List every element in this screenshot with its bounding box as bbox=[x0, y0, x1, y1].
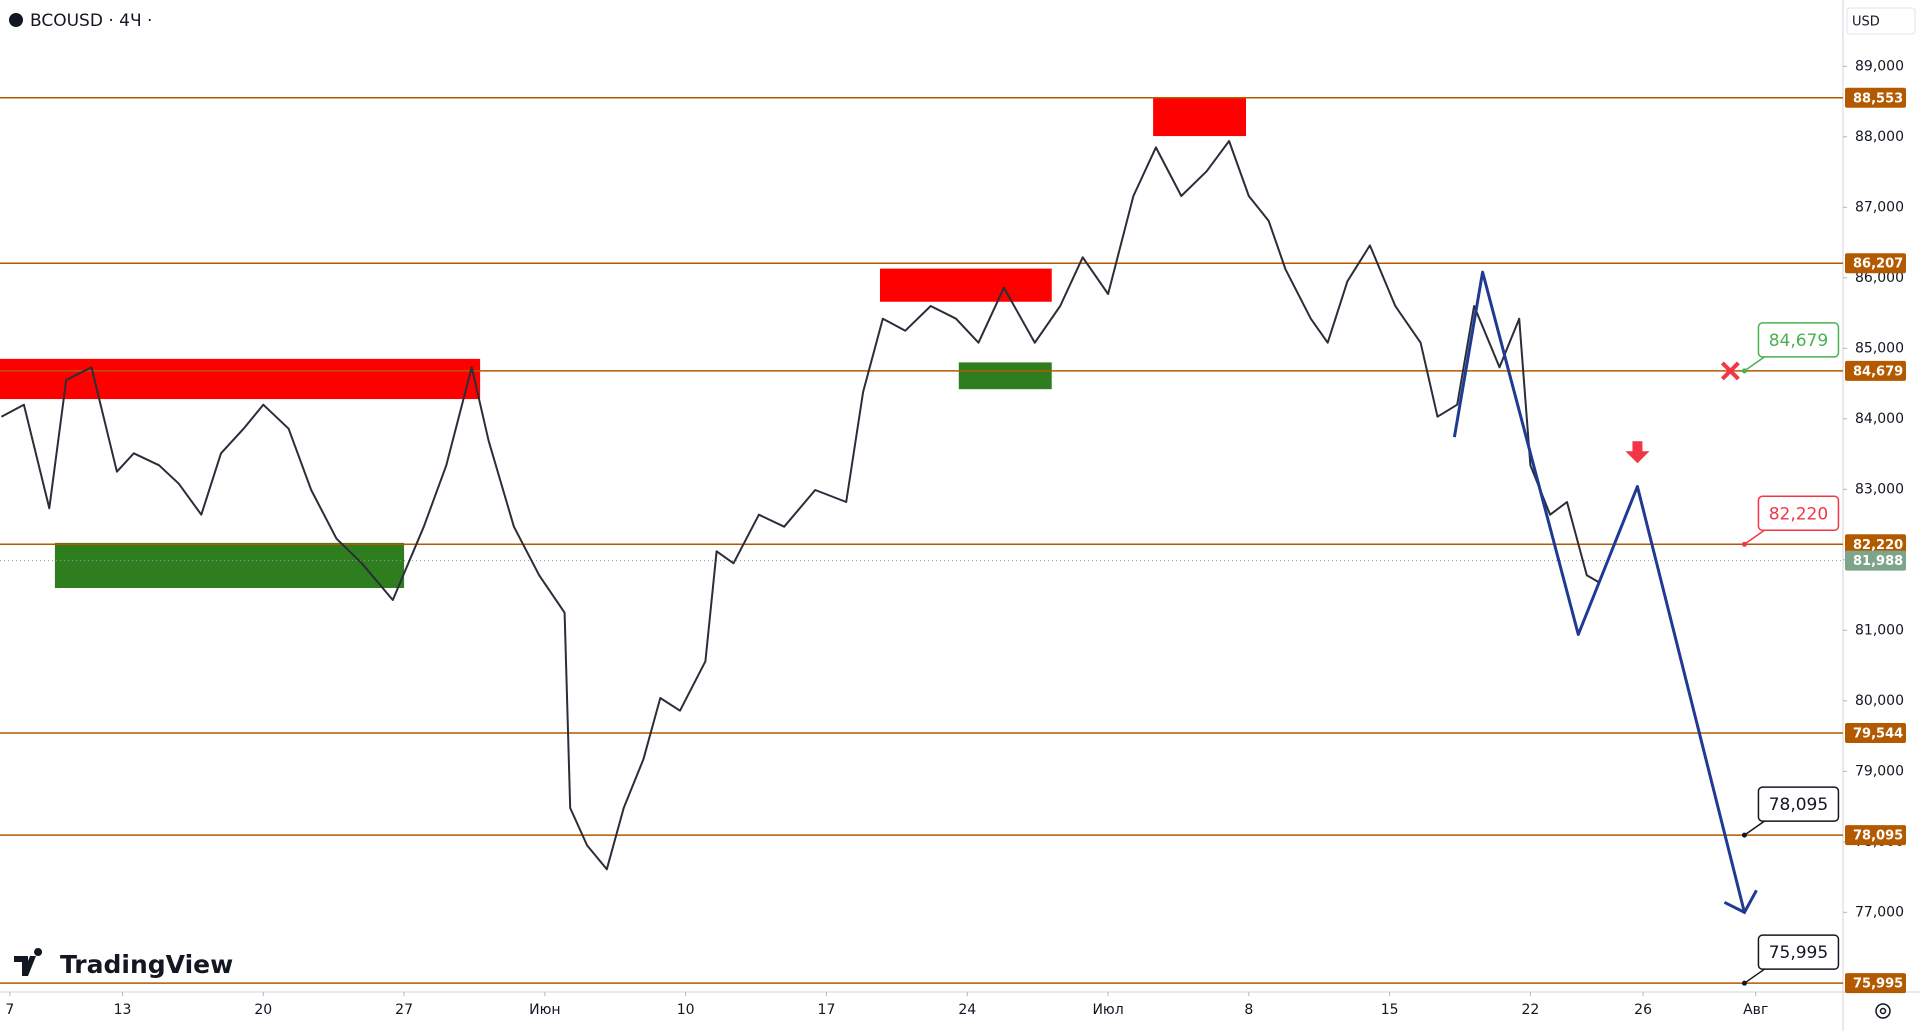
forecast-arrowhead bbox=[1723, 889, 1758, 915]
axes: 89,000 88,000 87,000 86,000 85,000 84,000 83,0… bbox=[5, 58, 1906, 1018]
x-tick-label: 26 bbox=[1634, 1002, 1652, 1018]
callout-pointer bbox=[1744, 968, 1765, 984]
level-badge bbox=[1845, 825, 1906, 846]
price-line bbox=[0, 140, 1599, 871]
y-tick-label: 88,000 bbox=[1855, 129, 1904, 145]
zones bbox=[0, 98, 1247, 589]
overlay: 84,679 82,220 78,095 75,995 bbox=[1452, 270, 1840, 986]
y-tick-label: 81,000 bbox=[1855, 622, 1904, 638]
settings-gear-center[interactable] bbox=[1879, 1007, 1887, 1015]
callout-box bbox=[1757, 322, 1840, 358]
x-tick-label: 15 bbox=[1381, 1002, 1399, 1018]
level-badge-label: 84,679 bbox=[1853, 364, 1903, 379]
callout-label: 78,095 bbox=[1769, 795, 1828, 815]
y-tick-label: 86,000 bbox=[1855, 270, 1904, 286]
level-badge bbox=[1845, 534, 1906, 555]
level-badge bbox=[1845, 722, 1906, 743]
cross-marker bbox=[1720, 361, 1740, 381]
callout-pointer bbox=[1744, 529, 1765, 545]
settings-icon[interactable] bbox=[1875, 1003, 1891, 1019]
level-badge bbox=[1845, 973, 1906, 994]
callout-label: 84,679 bbox=[1769, 331, 1828, 351]
symbol-title[interactable]: BCOUSD · 4Ч · bbox=[30, 11, 152, 31]
zone bbox=[1153, 98, 1247, 137]
x-tick-label: Июн bbox=[529, 1002, 560, 1018]
tradingview-logo: TradingView bbox=[14, 948, 233, 979]
logo-icon bbox=[14, 948, 43, 976]
x-tick-label: 27 bbox=[395, 1002, 413, 1018]
callout-label: 75,995 bbox=[1769, 943, 1828, 963]
callout-box bbox=[1757, 934, 1840, 970]
last-price-label: 81,988 bbox=[1853, 554, 1903, 569]
callout-box bbox=[1757, 786, 1840, 822]
zone bbox=[879, 268, 1052, 302]
y-tick-label: 83,000 bbox=[1855, 481, 1904, 497]
level-badge-label: 82,220 bbox=[1853, 538, 1903, 553]
x-tick-label: 22 bbox=[1522, 1002, 1540, 1018]
level-badge-label: 78,095 bbox=[1853, 829, 1903, 844]
settings-gear[interactable] bbox=[1875, 1003, 1891, 1019]
levels bbox=[0, 97, 1843, 984]
level-badge bbox=[1845, 253, 1906, 274]
x-tick-label: 17 bbox=[818, 1002, 836, 1018]
level-badge-label: 88,553 bbox=[1853, 91, 1903, 106]
y-tick-label: 80,000 bbox=[1855, 693, 1904, 709]
logo-text: TradingView bbox=[60, 950, 233, 979]
zone bbox=[54, 542, 405, 589]
zone bbox=[0, 358, 481, 400]
x-tick-label: 13 bbox=[114, 1002, 132, 1018]
symbol-icon bbox=[9, 13, 23, 27]
callout-pointer bbox=[1744, 356, 1765, 372]
x-tick-label: 10 bbox=[677, 1002, 695, 1018]
currency-button[interactable] bbox=[1846, 7, 1916, 35]
x-tick-label: 8 bbox=[1244, 1002, 1253, 1018]
callout-label: 82,220 bbox=[1769, 504, 1828, 524]
callout-pointer bbox=[1744, 820, 1765, 836]
y-tick-label: 89,000 bbox=[1855, 58, 1904, 74]
arrow-marker bbox=[1625, 441, 1650, 464]
y-tick-label: 77,000 bbox=[1855, 904, 1904, 920]
y-tick-label: 85,000 bbox=[1855, 340, 1904, 356]
y-tick-label: 84,000 bbox=[1855, 411, 1904, 427]
level-badge-label: 79,544 bbox=[1853, 726, 1903, 741]
x-tick-label: Июл bbox=[1092, 1002, 1123, 1018]
level-badge-label: 86,207 bbox=[1853, 257, 1903, 272]
x-tick-label: 7 bbox=[5, 1002, 14, 1018]
currency-label[interactable]: USD bbox=[1852, 15, 1880, 30]
y-tick-label: 87,000 bbox=[1855, 199, 1904, 215]
x-tick-label: 24 bbox=[958, 1002, 976, 1018]
level-badge bbox=[1845, 360, 1906, 381]
level-badge-label: 75,995 bbox=[1853, 977, 1903, 992]
x-tick-label: 20 bbox=[254, 1002, 272, 1018]
callout-box bbox=[1757, 495, 1840, 532]
last-price-badge bbox=[1845, 550, 1906, 571]
forecast-path bbox=[1452, 270, 1746, 913]
price-series bbox=[0, 140, 1599, 871]
x-tick-label: Авг bbox=[1743, 1002, 1768, 1018]
y-tick-label: 79,000 bbox=[1855, 763, 1904, 779]
zone bbox=[958, 362, 1052, 390]
level-badge bbox=[1845, 87, 1906, 108]
